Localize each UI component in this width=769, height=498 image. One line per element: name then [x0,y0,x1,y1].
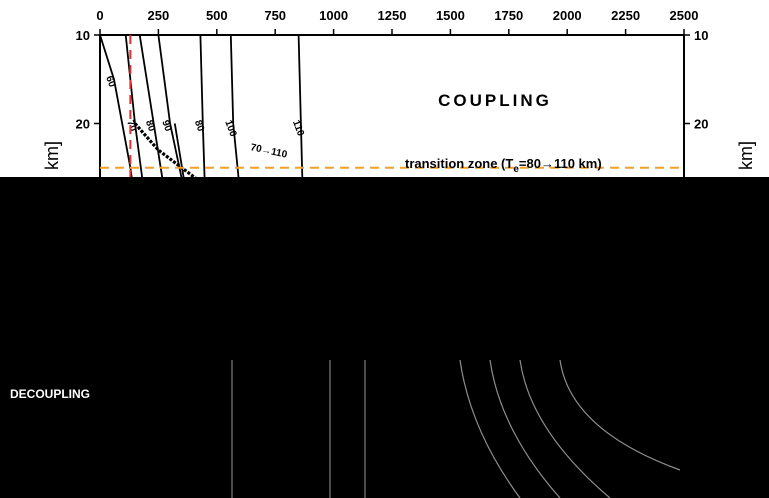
x-tick-label: 500 [206,8,228,23]
transition-suffix: =80→110 km) [519,156,602,171]
y-tick-label-left: 10 [76,28,90,43]
x-tick-label: 1000 [319,8,348,23]
contour-label: 80 [143,119,157,134]
transition-prefix: transition zone (T [405,156,513,171]
x-tick-label: 1250 [378,8,407,23]
lower-panel-background [0,360,769,498]
occlusion-band [0,177,769,360]
x-tick-label: 1750 [494,8,523,23]
y-axis-label-right: km] [736,141,756,170]
coupling-label: COUPLING [438,91,552,110]
x-tick-label: 1500 [436,8,465,23]
contour-label: 80 [192,119,206,134]
contour-label: 60 [103,75,117,90]
transition-subscript: e [513,164,519,175]
x-tick-label: 250 [148,8,170,23]
transition-zone-label: transition zone (Te=80→110 km) [405,156,602,175]
contour-label: 110 [290,119,306,138]
y-tick-label-right: 10 [694,28,708,43]
x-tick-label: 0 [96,8,103,23]
y-tick-label-left: 20 [76,117,90,132]
x-tick-label: 750 [264,8,286,23]
y-tick-label-right: 20 [694,117,708,132]
lower-contour-hint [459,359,521,498]
y-axis-label-left: km] [42,141,62,170]
lower-panel-label: DECOUPLING [10,387,90,401]
lower-contour-hint [559,359,681,471]
x-tick-label: 2250 [611,8,640,23]
contour-label: 90 [159,119,173,134]
lower-contour-hint [519,359,611,498]
axes-group: 0 250 500 750 1000 1250 1500 1750 2000 2250 2500 10… [42,8,756,498]
lower-contour-hint [489,359,561,498]
occlusion-group [0,177,769,360]
x-tick-label: 2500 [670,8,699,23]
x-tick-label: 2000 [553,8,582,23]
lower-panel-group: DECOUPLING [0,359,769,498]
